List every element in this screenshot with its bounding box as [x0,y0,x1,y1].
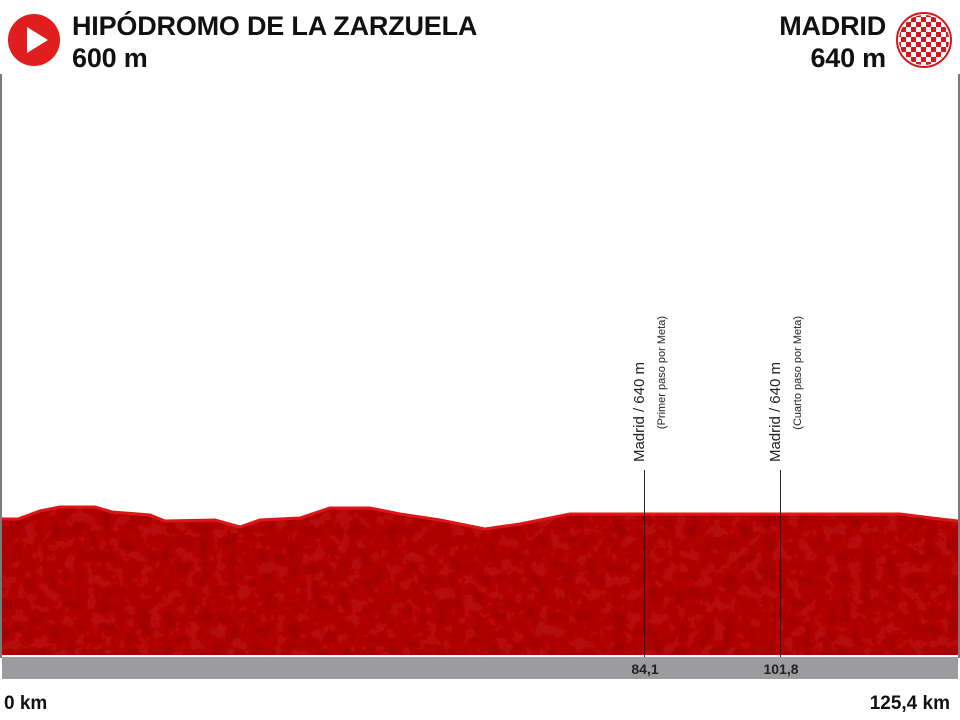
marker-km-label: 101,8 [763,661,799,677]
distance-axis-bar [2,657,958,679]
finish-altitude: 640 m [810,43,886,73]
marker-note: (Primer paso por Meta) [656,316,668,430]
marker-title: Madrid / 640 m [767,362,784,463]
finish-location-name: MADRID [779,11,886,41]
start-altitude: 600 m [72,43,148,73]
profile-area [2,507,958,655]
play-icon [8,14,60,66]
marker-km-label: 84,1 [631,661,659,677]
checkered-flag-icon [896,12,952,68]
chart-frame-left [0,74,2,658]
marker-line [644,470,645,657]
marker-title: Madrid / 640 m [631,362,648,463]
start-location-name: HIPÓDROMO DE LA ZARZUELA [72,11,478,41]
marker-note: (Cuarto paso por Meta) [792,316,804,430]
chart-frame-right [958,74,960,658]
distance-start-label: 0 km [4,693,48,714]
distance-end-label: 125,4 km [869,693,950,714]
marker-line [780,470,781,657]
